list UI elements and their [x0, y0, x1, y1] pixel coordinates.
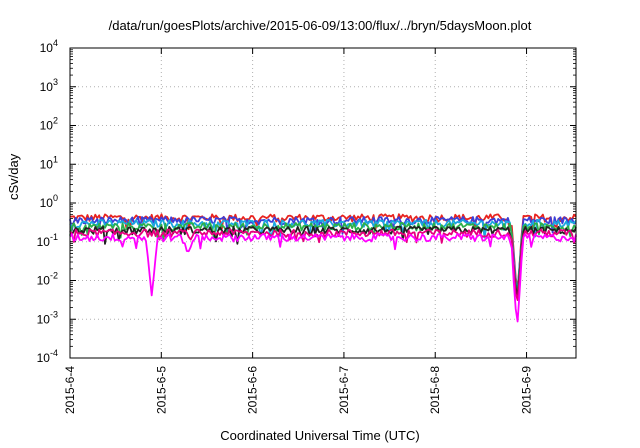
- x-axis-label: Coordinated Universal Time (UTC): [220, 428, 420, 443]
- x-tick-label: 2015-6-8: [428, 366, 442, 414]
- x-tick-label: 2015-6-5: [154, 366, 168, 414]
- series-line: [69, 219, 577, 292]
- chart-title: /data/run/goesPlots/archive/2015-06-09/1…: [108, 18, 532, 33]
- plot-frame: [69, 47, 577, 359]
- x-tick-label: 2015-6-9: [520, 366, 534, 414]
- series-line: [69, 233, 577, 323]
- y-tick-label: 101: [40, 154, 58, 171]
- x-tick-label: 2015-6-4: [63, 366, 77, 414]
- y-tick-label: 104: [40, 38, 58, 55]
- y-tick-label: 100: [40, 193, 58, 210]
- series-line: [69, 225, 577, 298]
- x-tick-label: 2015-6-7: [337, 366, 351, 414]
- y-tick-label: 10-2: [37, 271, 58, 288]
- x-tick-label: 2015-6-6: [246, 366, 260, 414]
- y-tick-label: 103: [40, 77, 58, 94]
- y-tick-label: 10-4: [37, 348, 58, 365]
- y-tick-label: 10-3: [37, 309, 58, 326]
- y-tick-label: 10-1: [37, 232, 58, 249]
- y-axis-label: cSv/day: [6, 153, 21, 200]
- y-tick-label: 102: [40, 116, 58, 133]
